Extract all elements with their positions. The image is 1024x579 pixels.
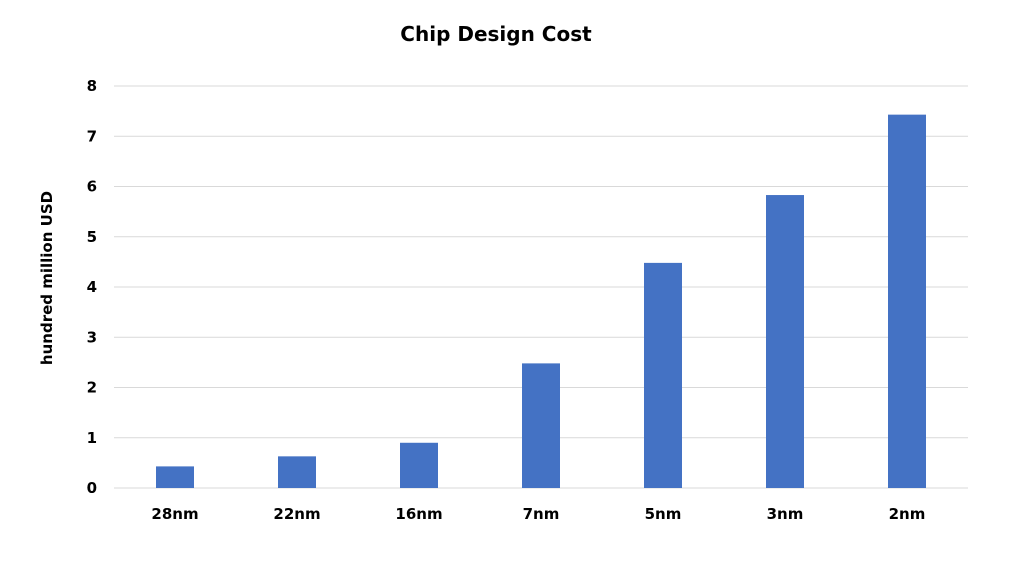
y-tick-label: 8 (87, 77, 97, 95)
gridlines (114, 85, 968, 489)
bar-16nm (400, 442, 438, 488)
y-tick-label: 4 (87, 278, 97, 296)
y-tick-label: 3 (87, 328, 97, 346)
bar-5nm (644, 262, 682, 488)
bar-22nm (278, 456, 316, 488)
y-tick-label: 7 (87, 127, 97, 145)
x-tick-labels: 28nm 22nm 16nm 7nm 5nm 3nm 2nm (151, 505, 925, 523)
bar-28nm (156, 466, 194, 488)
chart-title: Chip Design Cost (400, 22, 592, 46)
y-tick-labels: 0 1 2 3 4 5 6 7 8 (87, 77, 97, 497)
bar-7nm (522, 363, 560, 488)
y-tick-label: 6 (87, 178, 97, 196)
bar-3nm (766, 195, 804, 489)
y-tick-label: 1 (87, 429, 97, 447)
bars (156, 114, 926, 489)
x-tick-label: 3nm (767, 505, 804, 523)
x-tick-label: 2nm (889, 505, 926, 523)
x-tick-label: 7nm (523, 505, 560, 523)
y-tick-label: 0 (87, 479, 97, 497)
x-tick-label: 5nm (645, 505, 682, 523)
y-axis-label: hundred million USD (38, 191, 56, 365)
bar-2nm (888, 114, 926, 488)
x-tick-label: 16nm (395, 505, 442, 523)
x-tick-label: 28nm (151, 505, 198, 523)
y-tick-label: 5 (87, 228, 97, 246)
y-tick-label: 2 (87, 379, 97, 397)
x-tick-label: 22nm (273, 505, 320, 523)
